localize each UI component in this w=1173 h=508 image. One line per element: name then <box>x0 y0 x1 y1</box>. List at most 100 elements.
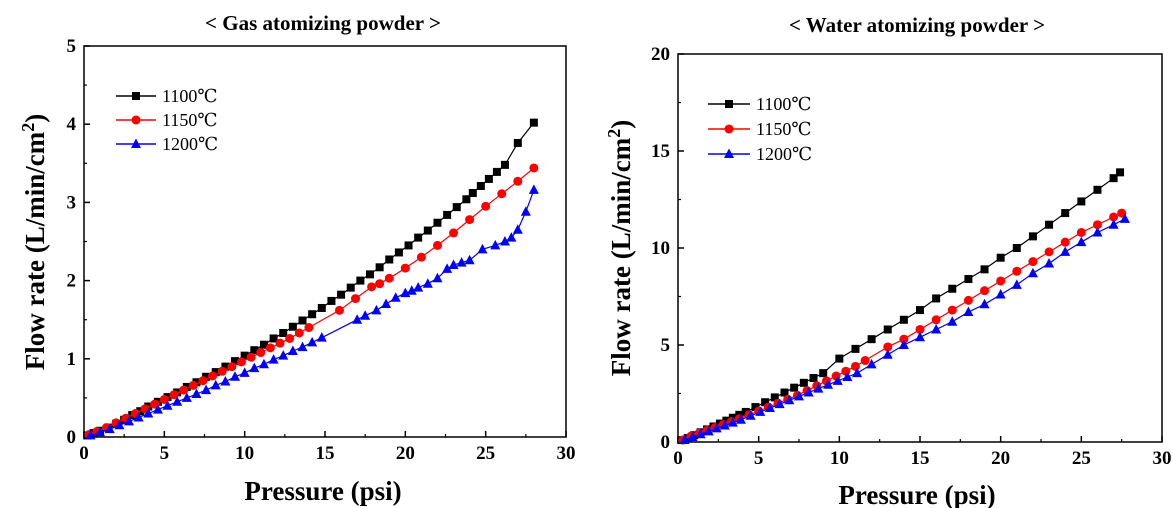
data-point <box>883 325 892 334</box>
data-point <box>529 118 538 127</box>
data-point <box>980 286 990 296</box>
data-point <box>443 210 452 219</box>
data-point <box>231 357 240 366</box>
series-group <box>677 168 1130 445</box>
data-point <box>963 306 974 317</box>
data-point <box>285 333 295 343</box>
data-point <box>794 390 804 401</box>
x-tick-label: 15 <box>911 448 930 469</box>
data-point <box>492 167 501 176</box>
legend-label: 1150℃ <box>756 119 811 139</box>
x-tick-label: 30 <box>557 443 576 464</box>
data-point <box>384 273 394 283</box>
x-tick-label: 10 <box>235 443 254 464</box>
data-point <box>841 366 851 376</box>
data-point <box>230 371 241 381</box>
data-point <box>169 390 179 400</box>
data-point <box>304 323 314 333</box>
legend-marker <box>131 115 141 125</box>
data-point <box>414 233 423 242</box>
data-point <box>883 342 893 352</box>
data-point <box>851 344 860 353</box>
series-line <box>681 171 1121 441</box>
data-point <box>476 181 485 190</box>
data-point <box>381 298 392 309</box>
data-point <box>452 203 461 212</box>
data-point <box>477 243 488 254</box>
data-point <box>1109 174 1118 183</box>
y-axis-label-main: Flow rate (L/min/cm <box>606 137 636 376</box>
data-point <box>948 284 957 293</box>
data-point <box>346 283 355 292</box>
axis-ticks: 0 5 10 15 20 25 30 0 1 2 3 4 5 <box>67 36 576 464</box>
data-point <box>198 376 208 386</box>
series-0 <box>83 118 538 440</box>
y-tick-label: 3 <box>67 192 77 213</box>
data-point <box>931 323 942 334</box>
data-point <box>1011 279 1022 289</box>
data-point <box>790 383 799 392</box>
data-point <box>308 310 317 319</box>
data-point <box>528 184 539 194</box>
series-line <box>86 122 535 436</box>
axis-ticks: 0 5 10 15 20 25 30 0 5 10 15 20 <box>651 44 1172 469</box>
data-point <box>442 263 453 273</box>
data-point <box>351 294 361 304</box>
data-point <box>947 316 958 326</box>
data-point <box>249 362 260 373</box>
data-point <box>334 305 344 315</box>
data-point <box>1045 220 1054 229</box>
data-point <box>722 416 731 425</box>
data-point <box>916 306 924 315</box>
y-tick-label: 4 <box>67 114 77 135</box>
data-point <box>275 338 285 348</box>
data-point <box>394 248 403 257</box>
data-point <box>850 361 860 371</box>
data-point <box>95 426 106 437</box>
data-point <box>915 324 925 334</box>
y-axis-label: Flow rate (L/min/cm2) <box>604 120 636 376</box>
data-point <box>1028 232 1037 241</box>
legend-label: 1200℃ <box>756 144 812 164</box>
water-atomizing-chart: < Water atomizing powder > 0 5 10 15 20 25 300… <box>604 13 1172 508</box>
data-point <box>1012 244 1021 252</box>
y-tick-label: 15 <box>651 141 670 162</box>
series-1 <box>84 163 539 440</box>
data-point <box>842 371 853 382</box>
data-point <box>506 232 517 242</box>
data-point <box>1092 220 1102 230</box>
data-point <box>679 434 690 445</box>
data-point <box>932 294 941 303</box>
y-tick-label: 10 <box>651 238 670 259</box>
x-tick-label: 25 <box>1072 448 1091 469</box>
data-point <box>191 388 202 398</box>
data-point <box>819 369 828 378</box>
data-point <box>735 414 746 424</box>
data-point <box>250 346 259 355</box>
data-point <box>432 272 443 283</box>
data-point <box>211 368 220 377</box>
data-point <box>963 295 973 305</box>
data-point <box>385 255 394 264</box>
data-point <box>159 394 169 404</box>
data-point <box>317 303 326 312</box>
data-point <box>1060 237 1070 247</box>
data-point <box>423 226 432 235</box>
data-point <box>770 393 779 402</box>
x-tick-label: 0 <box>79 443 89 464</box>
data-point <box>860 356 870 366</box>
data-point <box>413 282 424 292</box>
data-point <box>979 298 990 309</box>
data-point <box>882 349 893 359</box>
data-point <box>265 343 275 353</box>
data-point <box>995 289 1006 299</box>
data-point <box>947 305 957 315</box>
data-point <box>774 398 785 409</box>
data-point <box>964 275 973 284</box>
data-point <box>780 388 789 397</box>
data-point <box>809 373 818 382</box>
data-point <box>703 425 714 436</box>
x-tick-label: 20 <box>396 443 415 464</box>
data-point <box>162 400 173 410</box>
data-point <box>915 331 925 342</box>
